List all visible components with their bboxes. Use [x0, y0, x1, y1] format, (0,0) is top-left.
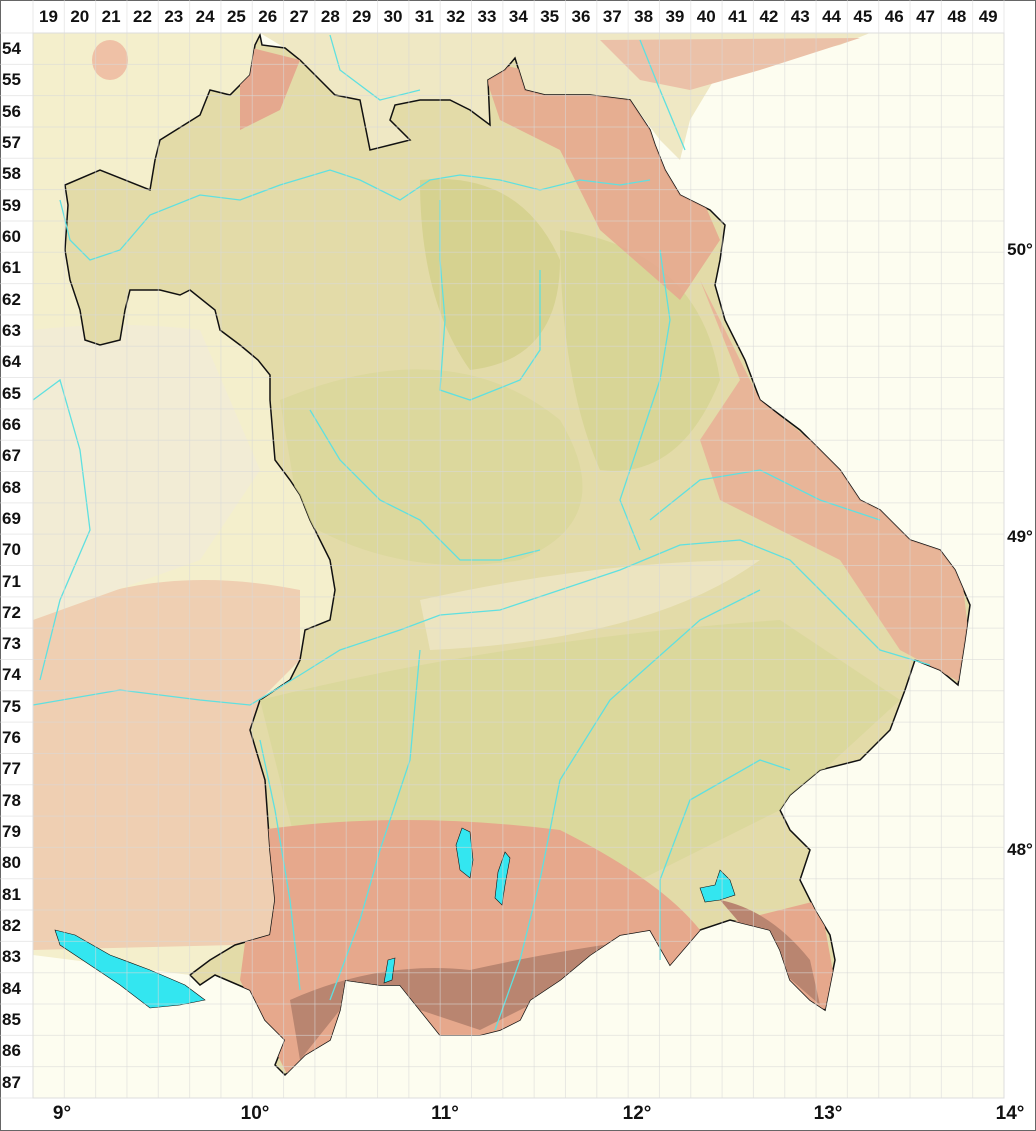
grid-column-label: 30 — [383, 7, 403, 26]
bavaria-terrain — [240, 45, 970, 1075]
grid-column-label: 27 — [289, 7, 309, 26]
grid-column-label: 22 — [132, 7, 152, 26]
grid-column-label: 47 — [916, 7, 935, 26]
grid-row-label: 64 — [2, 352, 21, 372]
grid-column-label: 45 — [853, 7, 873, 26]
grid-column-label: 40 — [696, 7, 716, 26]
grid-column-label: 46 — [884, 7, 904, 26]
lake-forggensee — [383, 957, 396, 984]
latitude-label: 49° — [1007, 527, 1033, 546]
grid-row-label: 58 — [2, 164, 21, 184]
river-neckar — [32, 378, 91, 681]
grid-row-label: 76 — [2, 728, 21, 748]
lake-chiemsee — [699, 869, 736, 903]
grid-row-label: 86 — [2, 1041, 21, 1061]
grid-row-label: 73 — [2, 634, 21, 654]
grid-row-label: 87 — [2, 1072, 21, 1092]
grid-column-label: 37 — [602, 7, 622, 26]
river-isar — [494, 589, 761, 1031]
river-main — [59, 169, 651, 261]
grid-column-label: 21 — [101, 7, 121, 26]
longitude-label: 10° — [240, 1103, 270, 1124]
grid-border — [32, 32, 1005, 1099]
grid-column-label: 36 — [571, 7, 591, 26]
river-outside-ne — [639, 39, 686, 151]
grid-column-label: 41 — [728, 7, 748, 26]
grid-row-label: 66 — [2, 414, 21, 434]
grid-row-label: 81 — [2, 884, 21, 904]
river-danube — [32, 539, 931, 706]
grid-column-label: 49 — [978, 7, 998, 26]
grid-row-label: 72 — [2, 602, 21, 622]
grid-column-label: 34 — [508, 7, 528, 26]
grid-column-label: 35 — [540, 7, 560, 26]
river-regnitz — [439, 200, 541, 401]
grid-row-label: 65 — [2, 383, 21, 403]
grid-row-label: 61 — [2, 258, 21, 278]
grid-column-label: 25 — [226, 7, 246, 26]
river-regen — [649, 469, 881, 521]
grid-column-label: 29 — [352, 7, 372, 26]
grid-row-label: 71 — [2, 571, 21, 591]
grid-row-label: 84 — [2, 978, 21, 998]
longitude-label: 9° — [52, 1103, 72, 1124]
grid-row-label: 78 — [2, 790, 21, 810]
grid-row-label: 63 — [2, 320, 21, 340]
grid-lines — [0, 0, 1005, 1099]
grid-row-label: 55 — [2, 70, 21, 90]
grid-row-label: 82 — [2, 916, 21, 936]
grid-row-label: 77 — [2, 759, 21, 779]
grid-row-label: 54 — [2, 39, 21, 58]
river-lech — [329, 649, 421, 1001]
grid-row-label: 83 — [2, 947, 21, 967]
grid-row-label: 85 — [2, 1010, 21, 1030]
grid-row-label: 68 — [2, 477, 21, 497]
grid-column-label: 38 — [634, 7, 654, 26]
grid-column-label: 26 — [258, 7, 278, 26]
grid-column-label: 23 — [164, 7, 184, 26]
longitude-label: 11° — [431, 1103, 459, 1124]
grid-row-label: 60 — [2, 226, 21, 246]
latitude-label: 48° — [1007, 840, 1033, 859]
grid-row-label: 56 — [2, 101, 21, 121]
latitude-label: 50° — [1007, 240, 1033, 259]
grid-row-label: 62 — [2, 289, 21, 309]
grid-column-label: 33 — [477, 7, 497, 26]
longitude-label: 14° — [995, 1103, 1025, 1124]
grid-column-label: 48 — [947, 7, 967, 26]
lake-ammersee — [455, 827, 474, 879]
grid-column-label: 28 — [320, 7, 340, 26]
lake-bodensee — [54, 929, 206, 1009]
grid-row-label: 70 — [2, 540, 21, 560]
lakes — [54, 827, 736, 1009]
rivers — [32, 34, 931, 1031]
longitude-label: 12° — [622, 1103, 652, 1124]
grid-row-label: 57 — [2, 132, 21, 152]
grid-row-label: 67 — [2, 446, 21, 466]
grid-column-label: 24 — [195, 7, 215, 26]
grid-column-label: 31 — [414, 7, 434, 26]
grid-row-label: 74 — [2, 665, 21, 685]
river-naab — [619, 249, 671, 551]
grid-column-label: 44 — [822, 7, 842, 26]
grid-row-label: 59 — [2, 195, 21, 215]
grid-row-label: 69 — [2, 508, 21, 528]
grid-column-label: 42 — [759, 7, 779, 26]
grid-column-label: 20 — [70, 7, 90, 26]
grid-column-label: 39 — [665, 7, 685, 26]
river-outside-nw — [329, 34, 421, 101]
grid-row-label: 79 — [2, 822, 21, 842]
grid-row-label: 75 — [2, 696, 21, 716]
river-inn — [659, 759, 791, 960]
longitude-label: 13° — [813, 1103, 843, 1124]
grid-column-label: 32 — [446, 7, 466, 26]
grid-row-label: 80 — [2, 853, 21, 873]
grid-column-label: 19 — [39, 7, 58, 26]
grid-column-label: 43 — [790, 7, 810, 26]
river-iller — [259, 739, 301, 991]
river-altmuehl — [309, 409, 541, 561]
